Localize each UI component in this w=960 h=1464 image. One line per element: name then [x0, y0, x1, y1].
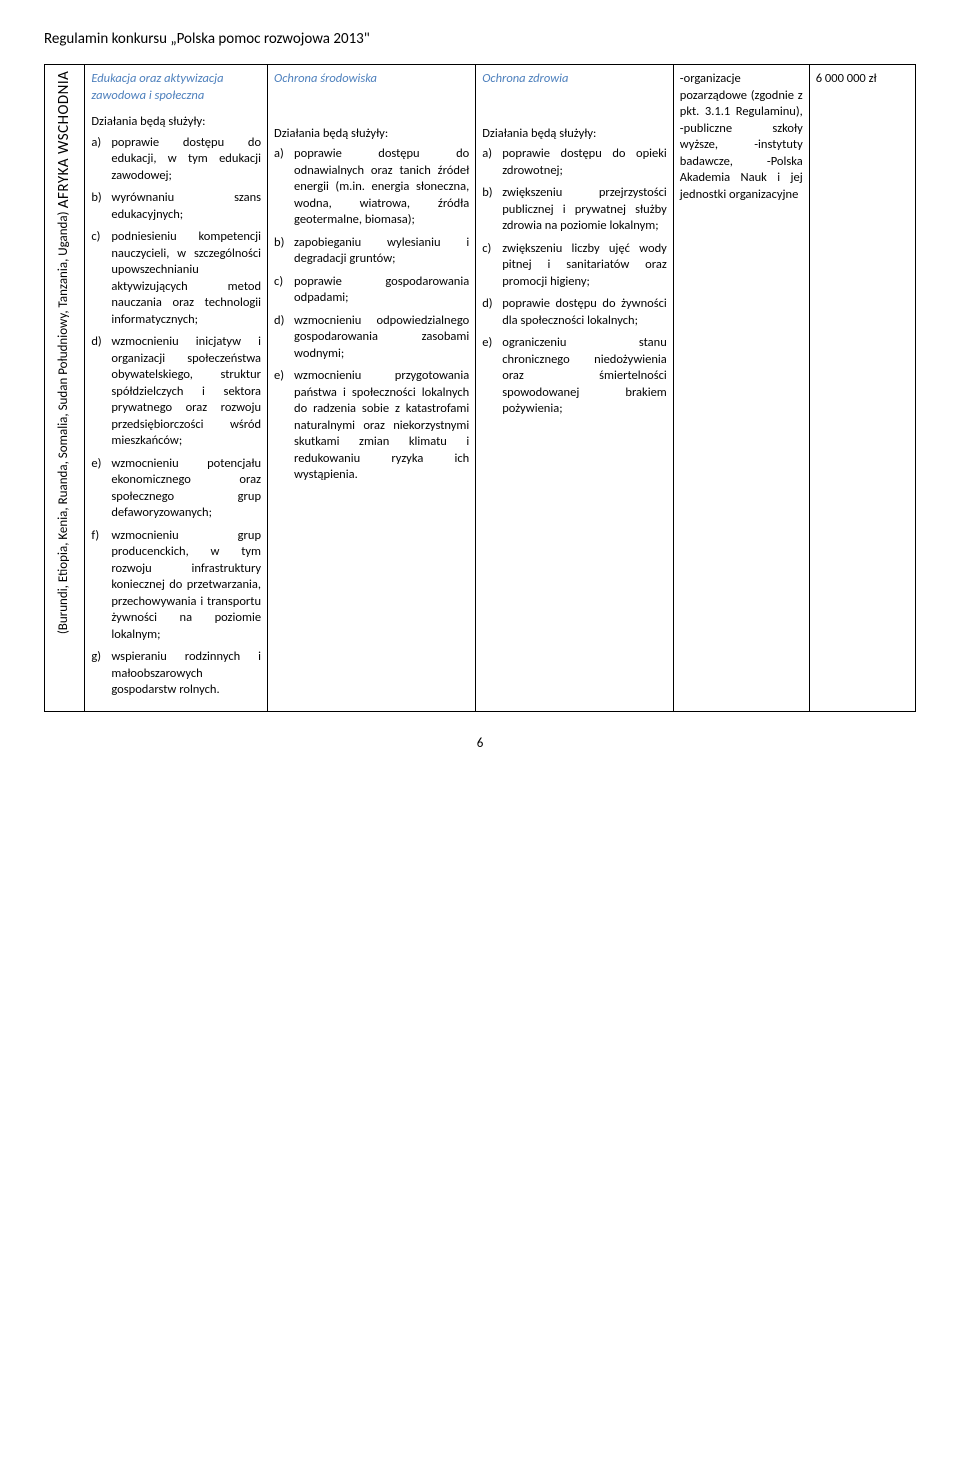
list-item: d)wzmocnieniu odpowiedzialnego gospodaro…: [274, 313, 469, 363]
list-marker: f): [91, 528, 111, 644]
col2-lead: Działania będą służyły:: [274, 126, 469, 143]
col-education: Edukacja oraz aktywizacja zawodowa i spo…: [85, 65, 268, 712]
list-marker: d): [91, 334, 111, 450]
col1-title: Edukacja oraz aktywizacja zawodowa i spo…: [91, 71, 261, 104]
page-number: 6: [44, 736, 916, 751]
list-text: wzmocnieniu inicjatyw i organizacji społ…: [111, 334, 261, 450]
region-cell: (Burundi, Etiopia, Kenia, Ruanda, Somali…: [45, 65, 85, 712]
list-marker: b): [91, 190, 111, 223]
list-item: b)zapobieganiu wylesianiu i degradacji g…: [274, 235, 469, 268]
col2-list: a)poprawie dostępu do odnawialnych oraz …: [274, 146, 469, 484]
list-text: poprawie dostępu do żywności dla społecz…: [502, 296, 667, 329]
list-item: d)poprawie dostępu do żywności dla społe…: [482, 296, 667, 329]
list-item: e)wzmocnieniu potencjału ekonomicznego o…: [91, 456, 261, 522]
region-main: AFRYKA WSCHODNIA: [55, 71, 73, 208]
list-text: poprawie dostępu do odnawialnych oraz ta…: [294, 146, 469, 229]
list-marker: d): [482, 296, 502, 329]
list-text: wyrównaniu szans edukacyjnych;: [111, 190, 261, 223]
list-item: f)wzmocnieniu grup producenckich, w tym …: [91, 528, 261, 644]
list-marker: e): [482, 335, 502, 418]
list-marker: b): [274, 235, 294, 268]
doc-title: Regulamin konkursu „Polska pomoc rozwojo…: [44, 30, 916, 48]
col1-lead: Działania będą służyły:: [91, 114, 261, 131]
list-marker: e): [91, 456, 111, 522]
list-marker: c): [91, 229, 111, 328]
col-environment: Ochrona środowiska Działania będą służył…: [268, 65, 476, 712]
amount-text: 6 000 000 zł: [816, 71, 877, 86]
list-marker: c): [482, 241, 502, 291]
list-item: c)zwiększeniu liczby ujęć wody pitnej i …: [482, 241, 667, 291]
list-text: wzmocnieniu odpowiedzialnego gospodarowa…: [294, 313, 469, 363]
list-text: zapobieganiu wylesianiu i degradacji gru…: [294, 235, 469, 268]
list-marker: d): [274, 313, 294, 363]
main-table: (Burundi, Etiopia, Kenia, Ruanda, Somali…: [44, 64, 916, 712]
col-amount: 6 000 000 zł: [809, 65, 915, 712]
list-text: poprawie dostępu do edukacji, w tym eduk…: [111, 135, 261, 185]
list-marker: a): [274, 146, 294, 229]
list-text: ograniczeniu stanu chronicznego niedożyw…: [502, 335, 667, 418]
list-marker: e): [274, 368, 294, 484]
list-text: poprawie gospodarowania odpadami;: [294, 274, 469, 307]
col-health: Ochrona zdrowia Działania będą służyły: …: [476, 65, 674, 712]
list-text: zwiększeniu liczby ujęć wody pitnej i sa…: [502, 241, 667, 291]
list-item: g)wspieraniu rodzinnych i małoobszarowyc…: [91, 649, 261, 699]
col2-title: Ochrona środowiska: [274, 71, 469, 88]
col3-title: Ochrona zdrowia: [482, 71, 667, 88]
list-item: a)poprawie dostępu do opieki zdrowotnej;: [482, 146, 667, 179]
eligible-text: -organizacje pozarządowe (zgodnie z pkt.…: [680, 71, 803, 202]
list-item: b)zwiększeniu przejrzystości publicznej …: [482, 185, 667, 235]
list-text: wspieraniu rodzinnych i małoobszarowych …: [111, 649, 261, 699]
list-marker: c): [274, 274, 294, 307]
list-text: wzmocnieniu grup producenckich, w tym ro…: [111, 528, 261, 644]
list-text: poprawie dostępu do opieki zdrowotnej;: [502, 146, 667, 179]
list-marker: a): [91, 135, 111, 185]
list-item: a)poprawie dostępu do odnawialnych oraz …: [274, 146, 469, 229]
list-marker: g): [91, 649, 111, 699]
list-text: wzmocnieniu przygotowania państwa i społ…: [294, 368, 469, 484]
list-item: c)poprawie gospodarowania odpadami;: [274, 274, 469, 307]
region-vertical: (Burundi, Etiopia, Kenia, Ruanda, Somali…: [55, 71, 75, 634]
list-item: d)wzmocnieniu inicjatyw i organizacji sp…: [91, 334, 261, 450]
col1-list: a)poprawie dostępu do edukacji, w tym ed…: [91, 135, 261, 699]
col-eligible: -organizacje pozarządowe (zgodnie z pkt.…: [673, 65, 809, 712]
region-sub: (Burundi, Etiopia, Kenia, Ruanda, Somali…: [56, 211, 71, 634]
list-item: a)poprawie dostępu do edukacji, w tym ed…: [91, 135, 261, 185]
col3-lead: Działania będą służyły:: [482, 126, 667, 143]
list-marker: b): [482, 185, 502, 235]
list-text: podniesieniu kompetencji nauczycieli, w …: [111, 229, 261, 328]
list-item: e)wzmocnieniu przygotowania państwa i sp…: [274, 368, 469, 484]
list-text: zwiększeniu przejrzystości publicznej i …: [502, 185, 667, 235]
list-item: b)wyrównaniu szans edukacyjnych;: [91, 190, 261, 223]
list-item: c)podniesieniu kompetencji nauczycieli, …: [91, 229, 261, 328]
list-marker: a): [482, 146, 502, 179]
list-item: e)ograniczeniu stanu chronicznego niedoż…: [482, 335, 667, 418]
col3-list: a)poprawie dostępu do opieki zdrowotnej;…: [482, 146, 667, 418]
list-text: wzmocnieniu potencjału ekonomicznego ora…: [111, 456, 261, 522]
